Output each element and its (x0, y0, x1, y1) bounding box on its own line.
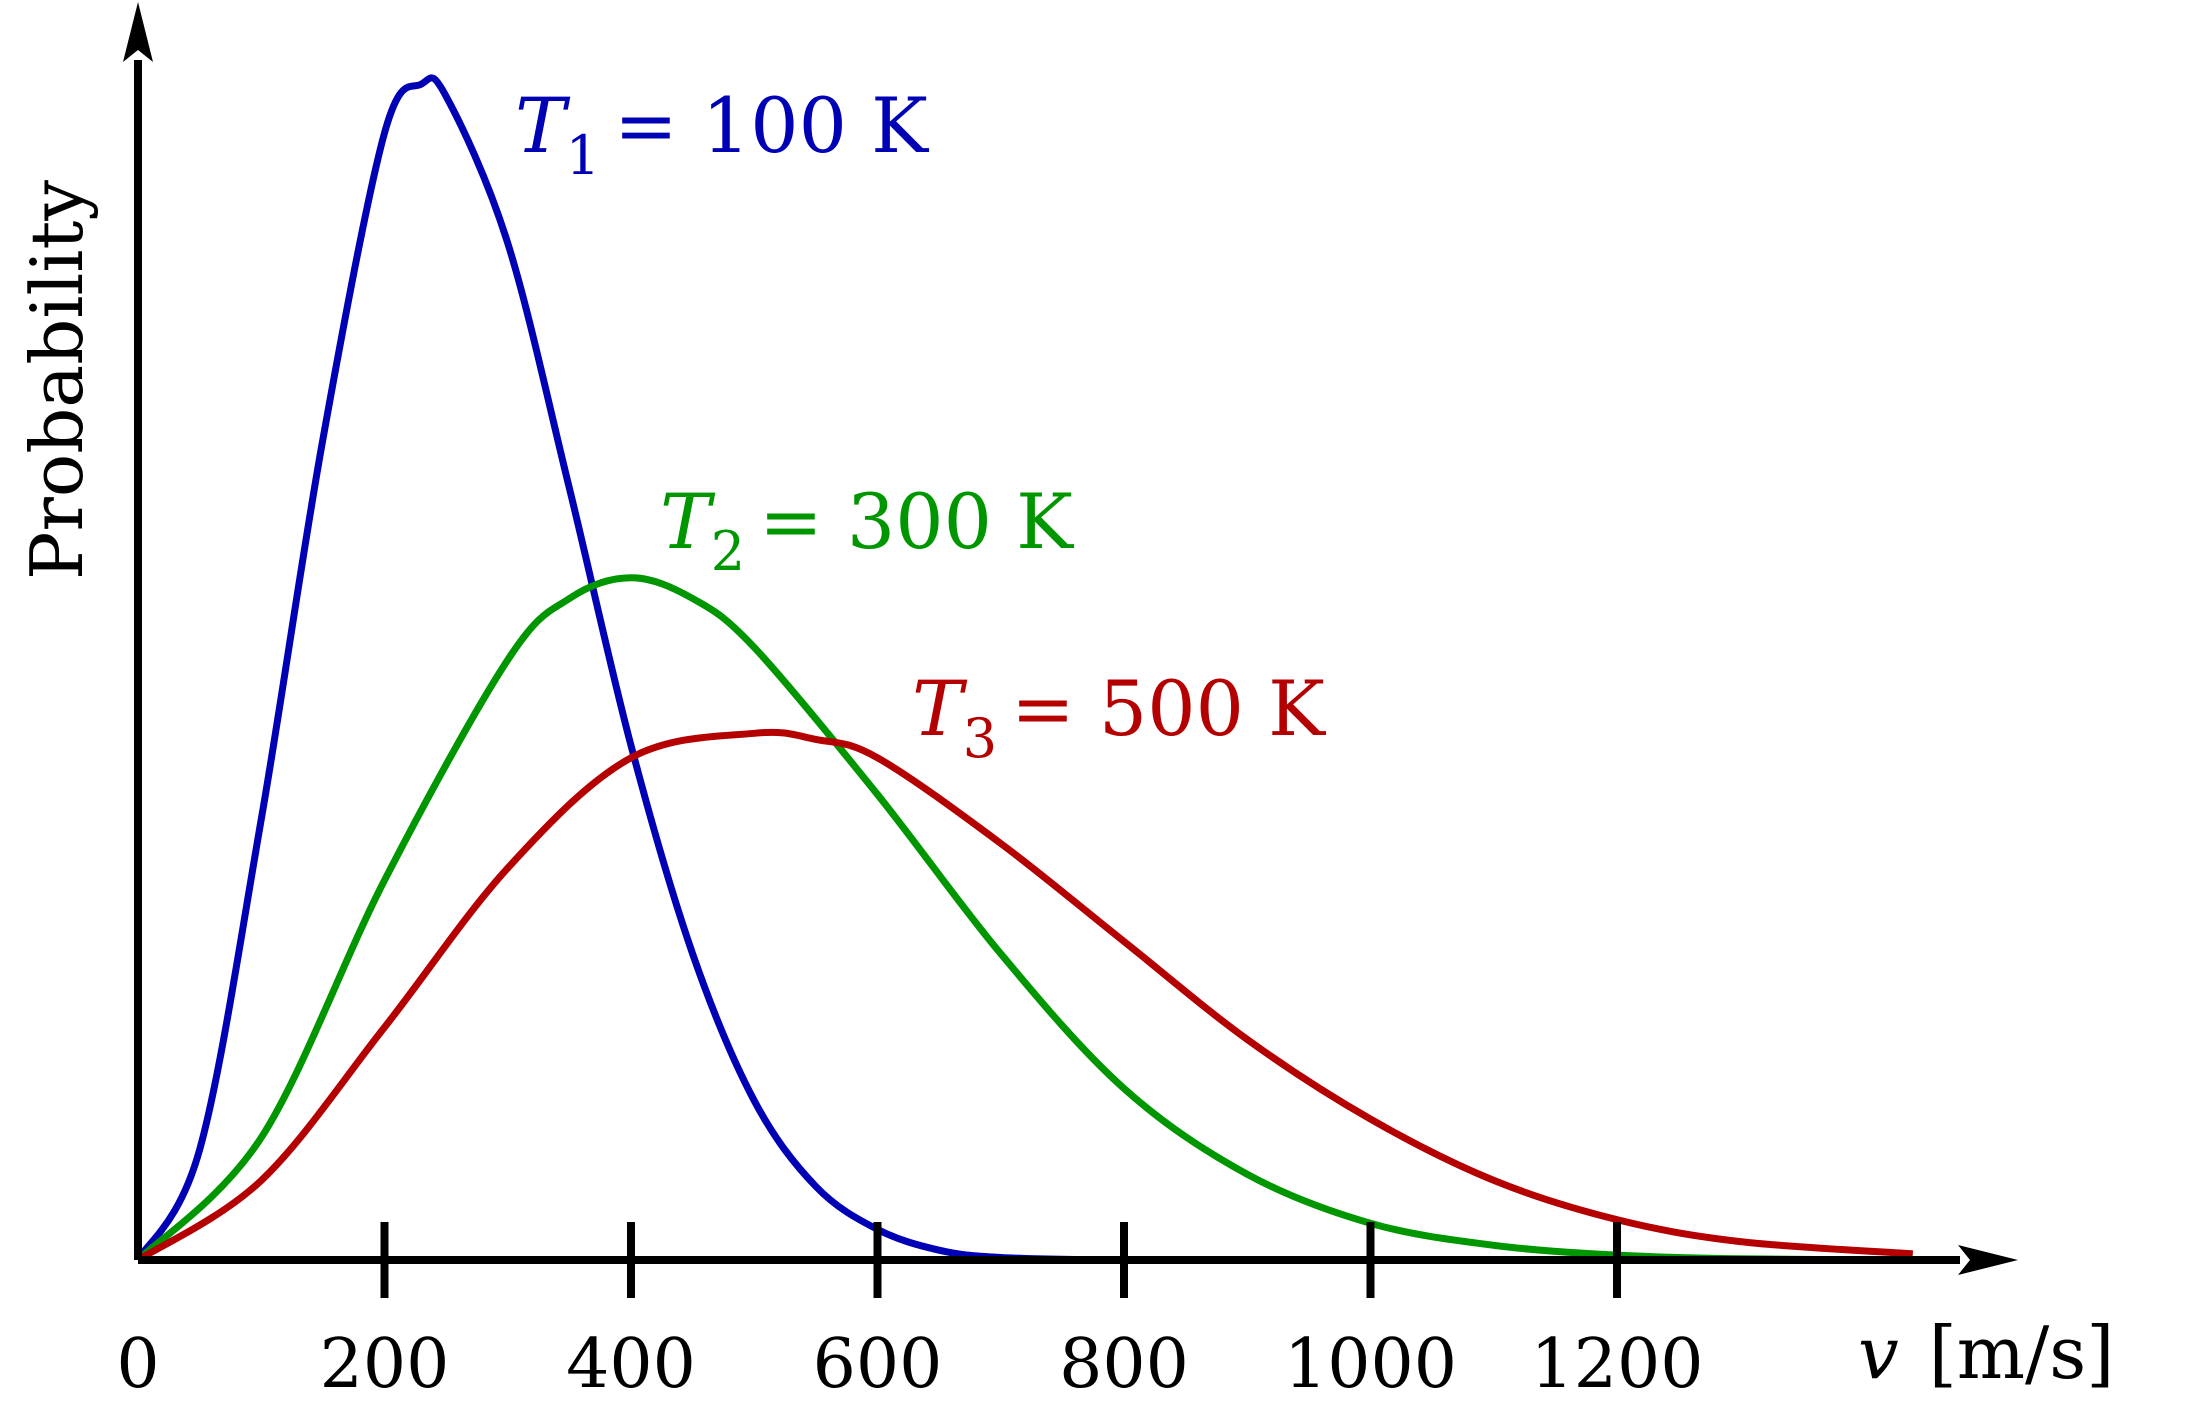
x-tick-label-200: 200 (320, 1325, 450, 1404)
y-axis-title: Probability (15, 180, 99, 580)
x-ticks-group (380, 1222, 1621, 1298)
x-tick-label-800: 800 (1059, 1325, 1189, 1404)
x-tick-label-1000: 1000 (1284, 1325, 1457, 1404)
x-axis-unit: [m/s] (1929, 1311, 2115, 1395)
series-label-t3: T3 = 500 K (912, 664, 1326, 770)
series-label-subscript: 2 (711, 520, 745, 583)
series-label-t2: T2 = 300 K (660, 477, 1074, 583)
series-label-value: = 500 K (1011, 664, 1326, 753)
series-labels-group: T1 = 100 KT2 = 300 KT3 = 500 K (515, 81, 1326, 770)
series-label-value: = 100 K (614, 81, 929, 170)
x-tick-label-0: 0 (116, 1325, 159, 1404)
series-label-symbol: T (515, 81, 571, 170)
x-tick-label-400: 400 (566, 1325, 696, 1404)
x-tick-label-1200: 1200 (1530, 1325, 1703, 1404)
x-axis-title: v [m/s] (1858, 1311, 2114, 1395)
series-label-symbol: T (660, 477, 716, 566)
series-line-t3 (136, 728, 1914, 1263)
x-axis-variable: v (1858, 1311, 1899, 1395)
series-label-symbol: T (912, 664, 968, 753)
series-label-value: = 300 K (759, 477, 1074, 566)
series-label-subscript: 3 (963, 707, 997, 770)
series-label-t1: T1 = 100 K (515, 81, 929, 187)
x-tick-labels-group: 0 200 400 600 800 1000 1200 (116, 1325, 1703, 1404)
series-label-subscript: 1 (566, 124, 600, 187)
x-tick-label-600: 600 (813, 1325, 943, 1404)
series-line-t2 (135, 574, 1913, 1264)
